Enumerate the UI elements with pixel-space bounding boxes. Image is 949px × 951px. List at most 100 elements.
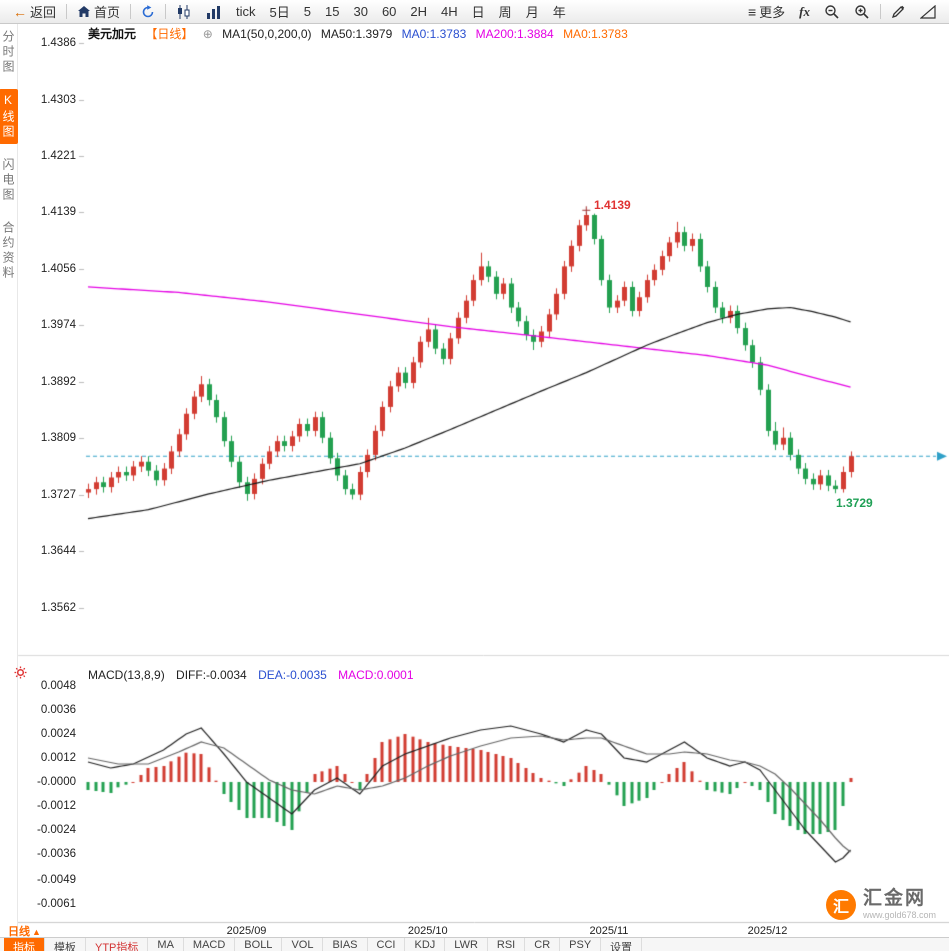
tab-PSY[interactable]: PSY — [560, 938, 602, 951]
macd-axis-label: 0.0024 — [40, 728, 76, 740]
tab-CCI[interactable]: CCI — [368, 938, 406, 951]
site-watermark: 汇 汇金网 www.gold678.com — [826, 889, 936, 920]
ma0-value-orange: MA0:1.3783 — [563, 27, 628, 41]
ma0-value-blue: MA0:1.3783 — [401, 27, 467, 41]
draw-button[interactable] — [884, 0, 913, 23]
period-text: 日线 — [8, 926, 30, 938]
interval-30-button-label: 30 — [353, 4, 368, 19]
sidebar-item-contract-info[interactable]: 合约资料 — [1, 221, 15, 281]
tab-KDJ[interactable]: KDJ — [405, 938, 446, 951]
fx-button[interactable]: fx — [792, 0, 817, 23]
add-indicator-icon[interactable]: ⊕ — [202, 27, 213, 41]
price-axis-label: 1.4303 — [40, 93, 76, 106]
triangle-up-icon: ▲ — [32, 927, 41, 937]
back-button[interactable]: ← 返回 — [6, 0, 63, 23]
interval-15-button[interactable]: 15 — [318, 0, 346, 23]
date-axis-label: 2025/12 — [747, 925, 788, 937]
interval-tick-button-label: tick — [236, 4, 256, 19]
tab-YTP指标[interactable]: YTP指标 — [86, 938, 149, 951]
tab-BIAS[interactable]: BIAS — [323, 938, 368, 951]
price-axis-label: 1.3974 — [40, 319, 76, 332]
tab-VOL[interactable]: VOL — [282, 938, 324, 951]
tab-CR[interactable]: CR — [525, 938, 561, 951]
zoom-in-icon — [854, 4, 870, 20]
tab-MA[interactable]: MA — [148, 938, 184, 951]
home-button[interactable]: 首页 — [70, 0, 127, 23]
sidebar-item-kline[interactable]: K线图 — [0, 89, 18, 144]
toolbar-separator — [66, 4, 68, 19]
interval-5day-button[interactable]: 5日 — [263, 0, 297, 23]
price-axis-label: 1.4386 — [40, 37, 76, 49]
sidebar-item-lightning[interactable]: 闪电图 — [1, 158, 15, 203]
triangle-ruler-icon — [920, 4, 936, 19]
interval-tick-button[interactable]: tick — [229, 0, 263, 23]
macd-axis-label: 0.0048 — [40, 680, 76, 692]
bottom-tab-bar: 指标 模板 YTP指标 MA MACD BOLL VOL BIAS CCI KDJ LWR RSI CR… — [0, 937, 949, 951]
interval-5-button-label: 5 — [303, 4, 311, 19]
sidebar-item-timeshare[interactable]: 分时图 — [1, 30, 15, 75]
ma200-value: MA200:1.3884 — [475, 27, 554, 41]
interval-5day-button-label: 5日 — [269, 5, 290, 20]
pencil-icon — [891, 4, 906, 19]
top-toolbar: ← 返回 首页 tick 5日 5 15 30 60 2H 4H 日周月年 ≡ 更多 fx — [0, 0, 949, 24]
left-sidebar: 分时图 K线图闪电图合约资料 — [0, 23, 18, 951]
date-axis-label: 2025/11 — [589, 925, 629, 937]
price-axis-label: 1.3892 — [40, 375, 76, 388]
interval-month-button[interactable]: 月 — [519, 0, 546, 23]
period-badge: 【日线】 — [145, 27, 194, 41]
tab-BOLL[interactable]: BOLL — [235, 938, 283, 951]
active-period-label[interactable]: 日线 ▲ — [8, 923, 41, 939]
macd-axis-label: -0.0000 — [36, 776, 76, 788]
chart-header: 美元加元 【日线】 ⊕ MA1(50,0,200,0) MA50:1.3979 … — [88, 25, 634, 42]
interval-day-button[interactable]: 日 — [465, 0, 492, 23]
tab-指标[interactable]: 指标 — [4, 938, 45, 951]
price-axis-label: 1.4139 — [40, 206, 76, 219]
macd-axis-label: -0.0049 — [36, 874, 76, 886]
zoom-out-button[interactable] — [817, 0, 847, 23]
price-axis-label: 1.4056 — [40, 263, 76, 276]
macd-diff-value: DIFF:-0.0034 — [176, 668, 247, 682]
tab-设置[interactable]: 设置 — [601, 938, 643, 951]
tab-LWR[interactable]: LWR — [445, 938, 488, 951]
interval-5-button[interactable]: 5 — [297, 0, 318, 23]
candlestick-icon — [176, 4, 192, 19]
back-button-label: 返回 — [30, 5, 57, 20]
tab-RSI[interactable]: RSI — [488, 938, 526, 951]
interval-year-button[interactable]: 年 — [546, 0, 573, 23]
chart-style-volume-button[interactable] — [199, 0, 229, 23]
interval-2h-button-label: 2H — [410, 4, 428, 19]
chart-style-candle-button[interactable] — [169, 0, 199, 23]
ma-settings-label: MA1(50,0,200,0) — [222, 27, 312, 41]
price-axis-label: 1.3809 — [40, 432, 76, 445]
macd-axis-label: -0.0024 — [36, 824, 76, 836]
indicator-settings-icon[interactable] — [14, 666, 27, 684]
tab-MACD[interactable]: MACD — [184, 938, 236, 951]
interval-week-button[interactable]: 周 — [492, 0, 519, 23]
tab-模板[interactable]: 模板 — [45, 938, 86, 951]
shapes-button[interactable] — [913, 0, 943, 23]
refresh-button[interactable] — [134, 0, 162, 23]
date-axis-label: 2025/10 — [407, 925, 448, 937]
zoom-out-icon — [824, 4, 840, 20]
macd-axis-label: 0.0036 — [40, 704, 76, 716]
interval-2h-button[interactable]: 2H — [403, 0, 434, 23]
brand-name: 汇金网 — [863, 888, 927, 909]
zoom-in-button[interactable] — [847, 0, 877, 23]
macd-axis-label: -0.0036 — [36, 848, 76, 860]
interval-day-button-label: 日 — [471, 5, 485, 20]
high-price-annotation: 1.4139 — [594, 198, 631, 212]
toolbar-separator — [130, 4, 132, 19]
toolbar-separator — [165, 4, 167, 19]
interval-year-button-label: 年 — [552, 5, 566, 20]
macd-axis-label: -0.0061 — [36, 898, 76, 910]
interval-30-button[interactable]: 30 — [346, 0, 374, 23]
ma50-value: MA50:1.3979 — [320, 27, 393, 41]
interval-60-button[interactable]: 60 — [375, 0, 403, 23]
interval-month-button-label: 月 — [525, 5, 539, 20]
arrow-left-icon: ← — [13, 3, 27, 20]
macd-axis-label: -0.0012 — [36, 800, 76, 812]
macd-title: MACD(13,8,9) — [88, 668, 165, 682]
more-button[interactable]: ≡ 更多 — [741, 0, 792, 23]
interval-4h-button[interactable]: 4H — [434, 0, 465, 23]
